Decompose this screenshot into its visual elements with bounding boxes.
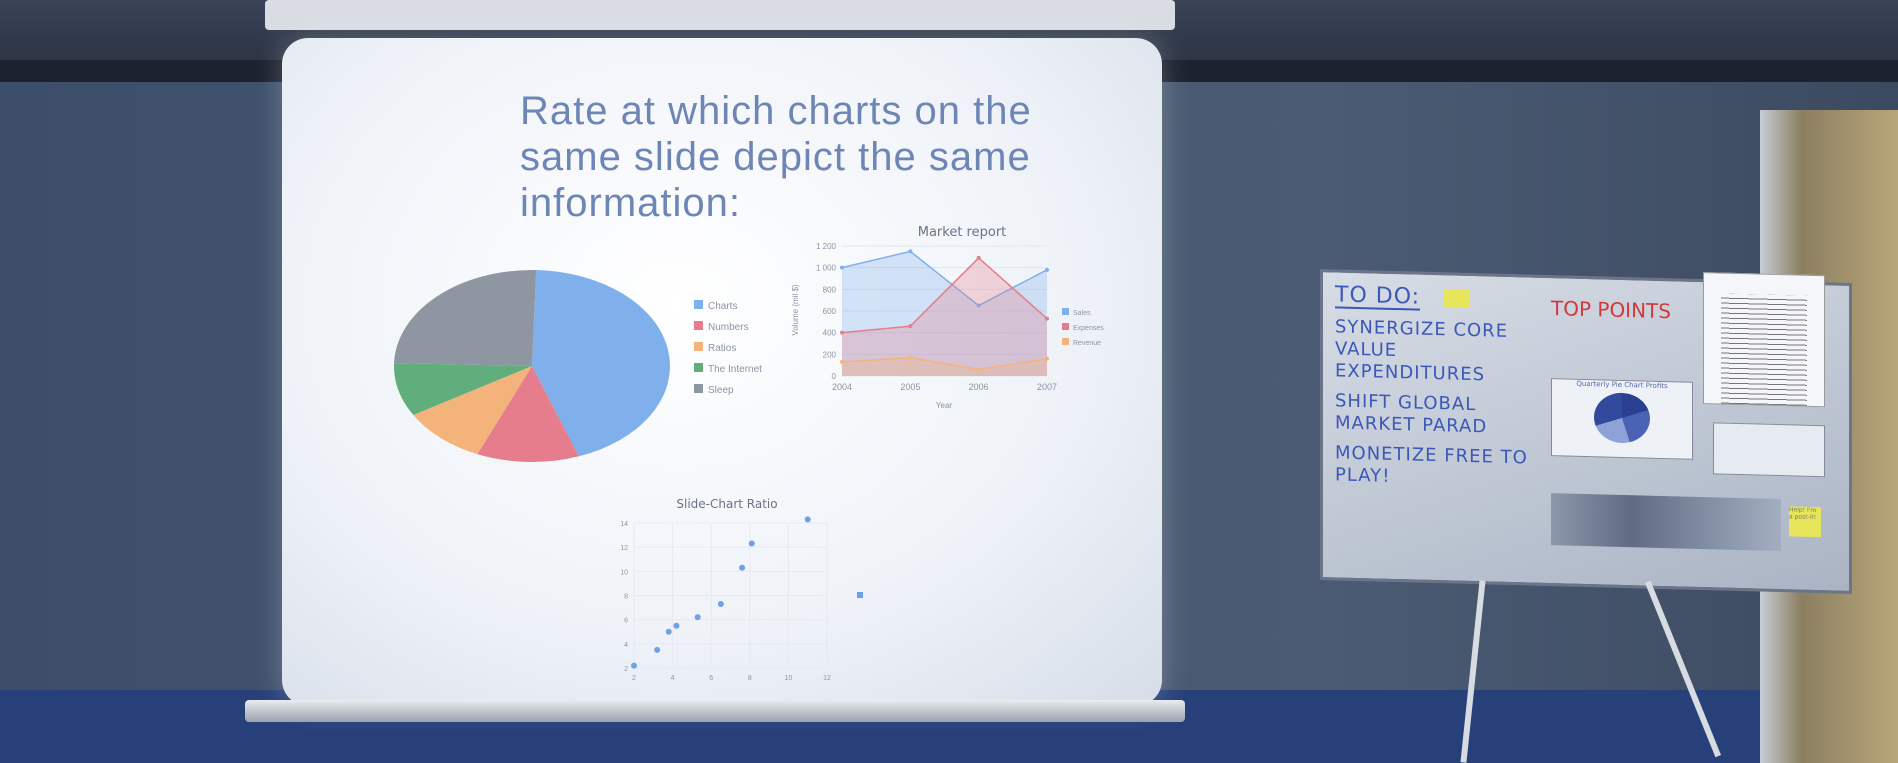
projector-screen: Rate at which charts on the same slide d… xyxy=(282,38,1162,706)
data-point xyxy=(976,303,981,308)
pie-chart: Charts Numbers Ratios The Internet Sleep xyxy=(394,270,762,462)
top-points-sign: TOP POINTS xyxy=(1551,296,1671,324)
pie-slice xyxy=(477,366,579,462)
data-point xyxy=(673,622,680,629)
pie-slice xyxy=(413,366,532,455)
pie-graphic xyxy=(1594,392,1650,444)
data-point xyxy=(694,614,701,621)
legend-label: The Internet xyxy=(708,364,762,375)
y-tick-label: 200 xyxy=(823,350,837,359)
legend-swatch xyxy=(694,342,703,351)
x-tick-label: 4 xyxy=(671,675,675,682)
data-point xyxy=(739,564,746,571)
sticky-note: Help! I'm a post-it! xyxy=(1789,506,1821,538)
y-tick-label: 10 xyxy=(620,569,628,576)
pinned-pie-chart: Quarterly Pie Chart Profits xyxy=(1551,378,1693,460)
legend-label: Charts xyxy=(708,301,737,312)
data-point xyxy=(840,359,844,364)
y-tick-label: 12 xyxy=(620,545,628,552)
slide-title: Rate at which charts on the same slide d… xyxy=(520,89,1032,225)
x-tick-label: 2005 xyxy=(900,382,920,392)
x-tick-label: 2 xyxy=(632,675,636,682)
legend-swatch xyxy=(694,363,703,372)
legend-label: Revenue xyxy=(1073,340,1101,347)
y-tick-label: 600 xyxy=(823,307,837,316)
data-point xyxy=(631,662,637,669)
todo-list: TO DO: SYNERGIZE CORE VALUE EXPENDITURES… xyxy=(1335,282,1540,491)
slide-chart-ratio-chart: Slide-Chart Ratio 2 4 6 8 10 12 14 2 4 6 8 10 12 xyxy=(620,497,863,682)
screen-bottom-bar[interactable] xyxy=(245,700,1185,722)
projector-screen-housing xyxy=(265,0,1175,30)
y-tick-label: 400 xyxy=(823,329,837,338)
y-tick-label: 1 000 xyxy=(816,264,837,273)
pie-slice xyxy=(394,270,537,366)
legend-swatch xyxy=(694,384,703,393)
series-area xyxy=(842,257,1047,376)
legend-label: Numbers xyxy=(708,322,749,333)
data-point xyxy=(654,646,661,653)
data-point xyxy=(908,355,913,360)
x-axis-label: Year xyxy=(936,401,953,410)
legend-swatch xyxy=(694,321,703,330)
y-axis-label: Volume (mil $) xyxy=(791,284,800,335)
data-point xyxy=(908,249,913,254)
x-tick-label: 8 xyxy=(748,675,752,682)
sticky-note xyxy=(1443,289,1469,308)
legend-swatch xyxy=(857,592,863,598)
todo-item: SHIFT GLOBAL MARKET PARAD xyxy=(1335,390,1488,438)
series-area xyxy=(842,251,1047,376)
data-point xyxy=(840,330,844,335)
legend-label: Sales xyxy=(1073,310,1091,317)
todo-item: SYNERGIZE CORE VALUE EXPENDITURES xyxy=(1335,316,1509,386)
whiteboard: TO DO: SYNERGIZE CORE VALUE EXPENDITURES… xyxy=(1320,269,1852,594)
data-point xyxy=(908,324,913,329)
legend-label: Sleep xyxy=(708,385,734,396)
legend-label: Expenses xyxy=(1073,325,1104,332)
data-point xyxy=(840,265,844,270)
legend-swatch xyxy=(1062,308,1069,315)
y-tick-label: 800 xyxy=(823,285,837,294)
data-point xyxy=(976,255,981,260)
x-tick-label: 2004 xyxy=(832,382,852,392)
data-point xyxy=(717,600,724,607)
slide-charts: Charts Numbers Ratios The Internet Sleep Mar… xyxy=(394,225,1104,682)
y-tick-label: 0 xyxy=(832,372,837,381)
legend-label: Ratios xyxy=(708,343,736,354)
data-point xyxy=(748,540,755,547)
y-tick-label: 6 xyxy=(624,618,628,625)
legend-swatch xyxy=(1062,323,1069,330)
market-report-chart: Market report 0 200 400 600 800 1 000 1 200 2004… xyxy=(791,225,1104,410)
x-tick-label: 2007 xyxy=(1037,382,1057,392)
chart-title: Market report xyxy=(918,225,1007,240)
pinned-chart-title: Quarterly Pie Chart Profits xyxy=(1576,379,1668,391)
legend-swatch xyxy=(1062,338,1069,345)
data-point xyxy=(1045,316,1049,321)
series-area xyxy=(842,357,1047,376)
y-tick-label: 2 xyxy=(624,666,628,673)
pie-slice xyxy=(532,270,671,457)
data-point xyxy=(976,367,981,372)
data-point xyxy=(804,516,811,523)
data-point xyxy=(1045,267,1049,272)
pinned-bar-chart xyxy=(1713,422,1825,478)
series-line xyxy=(841,256,1048,334)
y-tick-label: 1 200 xyxy=(816,242,837,251)
series-line xyxy=(841,356,1048,371)
todo-heading: TO DO: xyxy=(1335,282,1421,311)
pie-slice xyxy=(394,363,532,415)
pinned-photos xyxy=(1551,493,1781,552)
data-point xyxy=(1045,356,1049,361)
x-tick-label: 2006 xyxy=(969,382,989,392)
x-tick-label: 10 xyxy=(785,675,793,682)
x-tick-label: 6 xyxy=(709,675,713,682)
x-tick-label: 12 xyxy=(823,675,831,682)
data-point xyxy=(665,628,672,635)
y-tick-label: 14 xyxy=(620,521,628,528)
y-tick-label: 8 xyxy=(624,594,628,601)
pinned-document xyxy=(1703,272,1825,408)
chart-title: Slide-Chart Ratio xyxy=(676,497,777,511)
y-tick-label: 4 xyxy=(624,642,628,649)
todo-item: MONETIZE FREE TO PLAY! xyxy=(1335,442,1528,487)
legend-swatch xyxy=(694,300,703,309)
